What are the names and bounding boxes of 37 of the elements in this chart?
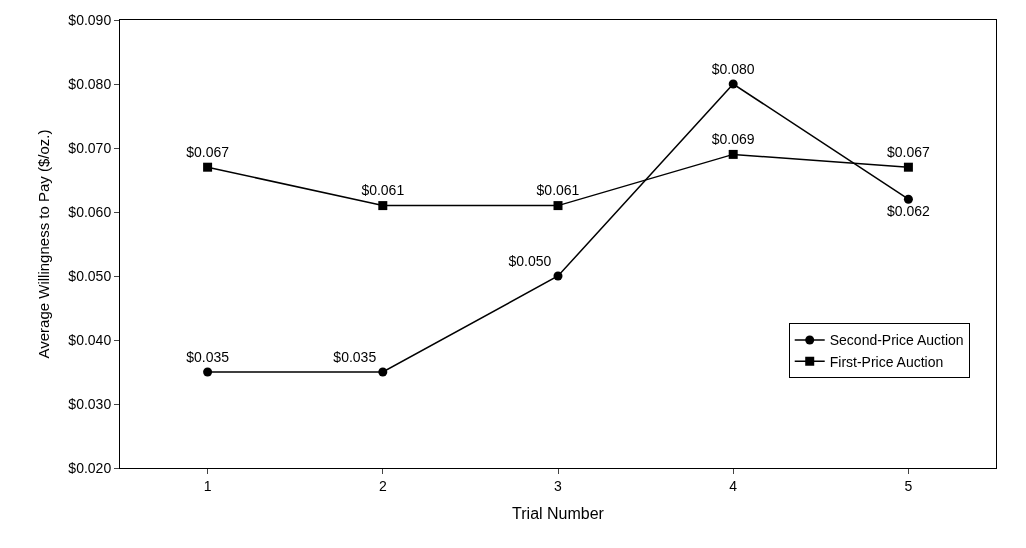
point [203,367,213,377]
point [203,162,213,172]
y-tick-label: $0.050 [68,267,112,284]
y-axis-title: Average Willingness to Pay ($/oz.) [34,129,52,359]
data-label: $0.067 [886,144,931,161]
point [378,201,388,211]
data-label: $0.080 [711,60,755,77]
y-tick-label: $0.080 [68,75,112,92]
point [728,79,738,89]
x-tick-label: 3 [554,477,563,494]
data-label: $0.035 [333,348,377,365]
y-tick-label: $0.090 [68,11,112,28]
point [553,201,563,211]
point [903,162,913,172]
x-tick-label: 1 [203,477,212,494]
point [378,367,388,377]
x-axis-title: Trial Number [512,505,605,523]
data-label: $0.035 [186,348,230,365]
data-label: $0.061 [536,182,580,199]
legend-label: First-Price Auction [829,353,944,370]
legend-label: Second-Price Auction [829,332,964,349]
point [553,271,563,281]
x-tick-label: 5 [904,477,913,494]
point [728,149,738,159]
y-tick-label: $0.060 [68,203,112,220]
y-tick-label: $0.020 [68,459,112,476]
data-label: $0.050 [508,252,552,269]
data-label: $0.061 [361,182,405,199]
data-label: $0.062 [886,203,931,220]
point [903,194,913,204]
data-label: $0.067 [186,144,230,161]
y-tick-label: $0.040 [68,331,112,348]
y-tick-label: $0.030 [68,395,112,412]
x-tick-label: 4 [729,477,738,494]
y-tick-label: $0.070 [68,139,112,156]
x-tick-label: 2 [378,477,387,494]
data-label: $0.069 [711,131,755,148]
